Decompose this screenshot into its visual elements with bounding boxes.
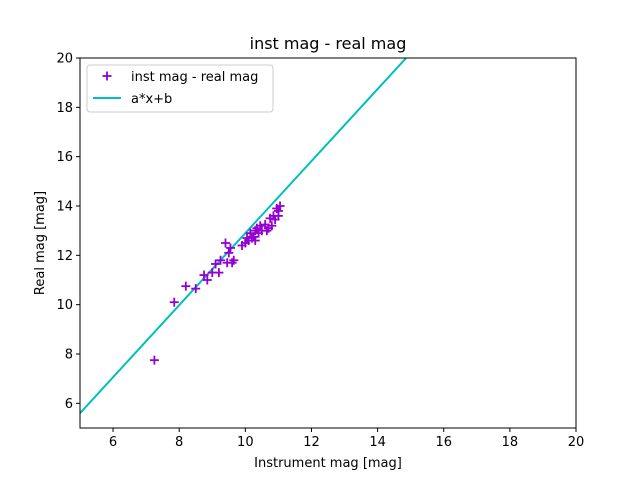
- y-tick-label: 12: [56, 249, 73, 264]
- legend-label-line: a*x+b: [131, 92, 172, 107]
- y-tick-label: 20: [56, 52, 73, 67]
- data-point: [191, 284, 201, 294]
- legend-frame: [86, 64, 274, 113]
- x-tick-label: 12: [303, 435, 320, 450]
- x-tick-label: 6: [109, 435, 117, 450]
- legend: inst mag - real mag a*x+b: [86, 64, 274, 113]
- x-tick-label: 10: [237, 435, 254, 450]
- y-tick-label: 18: [56, 101, 73, 116]
- plot-frame: [79, 57, 577, 429]
- data-point: [229, 255, 239, 265]
- x-tick-label: 20: [568, 435, 585, 450]
- data-point: [199, 270, 209, 280]
- data-point: [214, 268, 224, 278]
- plot-content: [80, 58, 408, 414]
- x-tick-label: 16: [435, 435, 452, 450]
- data-point: [149, 355, 159, 365]
- data-point: [273, 206, 283, 216]
- chart-title: inst mag - real mag: [250, 34, 407, 53]
- y-axis-label: Real mag [mag]: [33, 191, 48, 295]
- x-tick-label: 8: [175, 435, 183, 450]
- x-tick-label: 14: [369, 435, 386, 450]
- y-tick-label: 10: [56, 298, 73, 313]
- data-point: [181, 281, 191, 291]
- x-axis: 6 8 10 12 14 16 18 20: [109, 428, 584, 450]
- data-point: [224, 248, 234, 258]
- data-point: [211, 259, 221, 269]
- y-tick-label: 16: [56, 150, 73, 165]
- data-point: [225, 243, 235, 253]
- y-tick-label: 8: [65, 348, 73, 363]
- fit-line: [80, 58, 408, 414]
- data-point: [169, 297, 179, 307]
- legend-plus-marker: [102, 71, 112, 81]
- y-tick-label: 6: [65, 397, 73, 412]
- data-point: [220, 238, 230, 248]
- data-point: [275, 201, 285, 211]
- data-point: [250, 236, 260, 246]
- legend-label-scatter: inst mag - real mag: [131, 70, 258, 85]
- y-axis: 6 8 10 12 14 16 18 20: [56, 52, 80, 412]
- legend-marker-scatter: [102, 71, 112, 81]
- data-point: [202, 275, 212, 285]
- x-axis-label: Instrument mag [mag]: [254, 456, 402, 471]
- y-tick-label: 14: [56, 200, 73, 215]
- x-tick-label: 18: [502, 435, 519, 450]
- data-point: [255, 221, 265, 231]
- data-point: [267, 221, 277, 231]
- data-point: [216, 255, 226, 265]
